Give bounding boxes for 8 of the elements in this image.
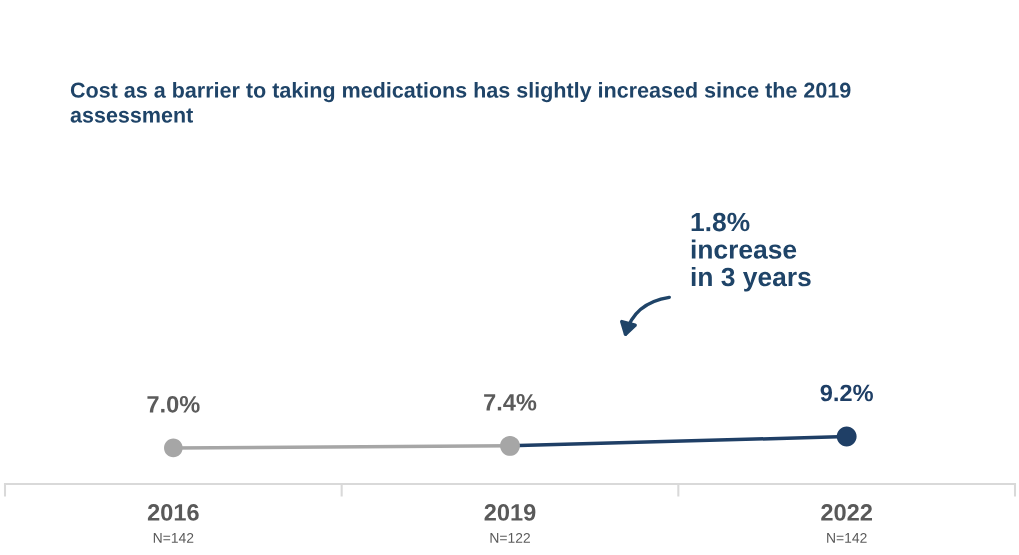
x-tick-label: 2022 N=142 [821,504,872,543]
chart-title: Cost as a barrier to taking medications has slightly increased since the 2019 assessment [70,82,851,123]
data-label: 7.4% [484,393,537,411]
data-label: 9.2% [820,384,873,402]
data-label: 7.0% [147,395,200,413]
x-tick-label: 2016 N=142 [147,504,199,543]
x-tick-label: 2019 N=122 [484,504,536,543]
text: 1.8% increase in 3 years [691,212,811,292]
